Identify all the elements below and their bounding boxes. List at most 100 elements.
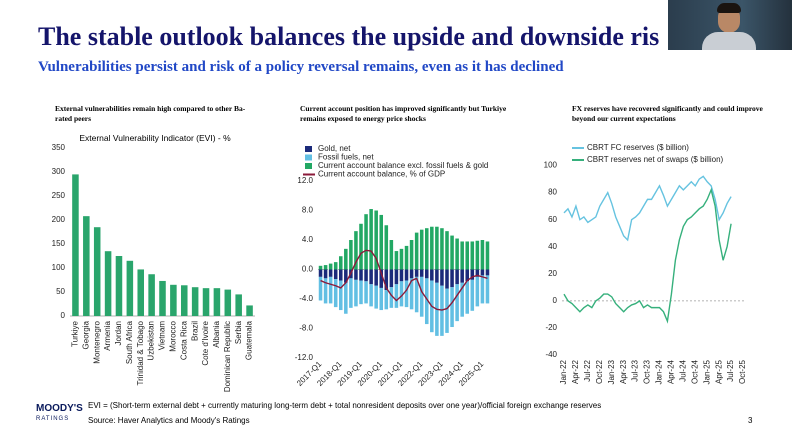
bar-segment [328,269,333,277]
y-tick-label: 100 [52,263,66,272]
bar-segment [460,241,464,270]
x-tick-label: Uzbekistan [147,321,156,361]
bar-segment [445,269,449,289]
bar-segment [409,240,414,270]
bar-segment [450,269,454,288]
legend-label: Current account balance excl. fossil fue… [318,161,488,170]
legend-label: CBRT FC reserves ($ billion) [587,143,689,152]
bar [246,305,253,316]
bar-segment [430,226,434,270]
x-tick-label: Jul-22 [583,359,592,381]
bar-segment [344,269,348,283]
bar-segment [379,214,384,270]
x-tick-label: Apr-22 [571,359,580,384]
bar-segment [424,278,429,325]
x-tick-label: Turkiye [71,320,80,346]
bar [72,174,79,316]
bar-segment [409,278,414,310]
bar [170,284,177,316]
bar-segment [354,279,358,307]
y-tick-label: -4.0 [299,294,313,303]
hair [717,3,741,13]
bar-segment [323,265,328,270]
y-tick-label: 250 [52,191,66,200]
bar-segment [480,240,485,270]
x-tick-label: Albania [212,320,221,347]
bar-segment [399,269,404,282]
bar [115,256,123,316]
bar-segment [450,287,454,328]
bar-segment [379,269,384,288]
y-tick-label: 350 [52,143,66,152]
bar-segment [475,240,480,270]
y-tick-label: -20 [545,323,557,332]
bar-segment [349,278,353,308]
bar-segment [374,210,378,270]
bar-segment [318,276,323,301]
x-tick-label: Jul-23 [631,359,640,381]
y-tick-label: 100 [544,161,558,170]
x-tick-label: Brazil [190,321,199,341]
shirt [702,32,756,50]
bar-segment [470,279,475,311]
bar-segment [328,263,333,270]
x-tick-label: Jul-24 [678,359,687,381]
x-tick-label: Dominican Republic [223,321,232,392]
bar-segment [445,231,449,270]
y-tick-label: 20 [548,269,557,278]
bar-segment [485,241,490,270]
y-tick-label: 40 [548,242,557,251]
bar [126,260,134,316]
bar-segment [359,269,363,281]
x-tick-label: Jul-25 [726,359,735,381]
x-tick-label: Jordan [114,321,123,345]
bar [104,251,112,316]
page-number: 3 [748,416,753,425]
legend-swatch [305,163,312,169]
bar-segment [384,269,389,291]
x-tick-label: Cote d'Ivoire [201,320,210,365]
bar [235,294,242,316]
bar-segment [445,288,449,333]
legend-swatch [305,154,312,161]
x-tick-label: South Africa [125,320,134,364]
bar-segment [394,284,399,308]
bar-segment [333,279,338,308]
bar-segment [424,228,429,270]
bar-segment [424,269,429,279]
chart-heading: External vulnerabilities remain high com… [55,104,246,123]
x-tick-label: Vietnam [158,321,167,351]
bar-segment [384,225,389,270]
bar-segment [435,269,439,283]
x-tick-label: Jan-24 [655,359,664,384]
bar-segment [394,251,399,270]
x-tick-label: Armenia [103,320,112,350]
y-tick-label: 0.0 [302,265,314,274]
bar-segment [349,240,353,270]
bar-segment [364,281,368,304]
y-tick-label: 12.0 [297,176,313,185]
bar [93,227,101,316]
logo-sub: RATINGS [36,416,70,422]
bar-segment [359,280,363,305]
bar-segment [318,265,323,270]
bar-segment [389,287,394,308]
x-tick-label: Apr-25 [714,359,723,384]
x-tick-label: Georgia [81,320,90,349]
bar-segment [338,280,343,311]
bar-segment [338,269,343,281]
bar-segment [440,285,444,336]
legend-label: Current account balance, % of GDP [318,170,445,179]
bar-segment [399,248,404,270]
line-series [563,175,732,242]
y-tick-label: 0 [553,296,558,305]
bar-segment [414,232,419,270]
bar-segment [470,241,475,270]
y-tick-label: -12.0 [295,353,314,362]
bar-segment [369,209,373,270]
x-tick-label: Trinidad & Tobago [136,320,145,385]
x-tick-label: Oct-22 [595,359,604,384]
x-tick-label: Jan-23 [607,359,616,384]
bar-segment [328,276,333,304]
